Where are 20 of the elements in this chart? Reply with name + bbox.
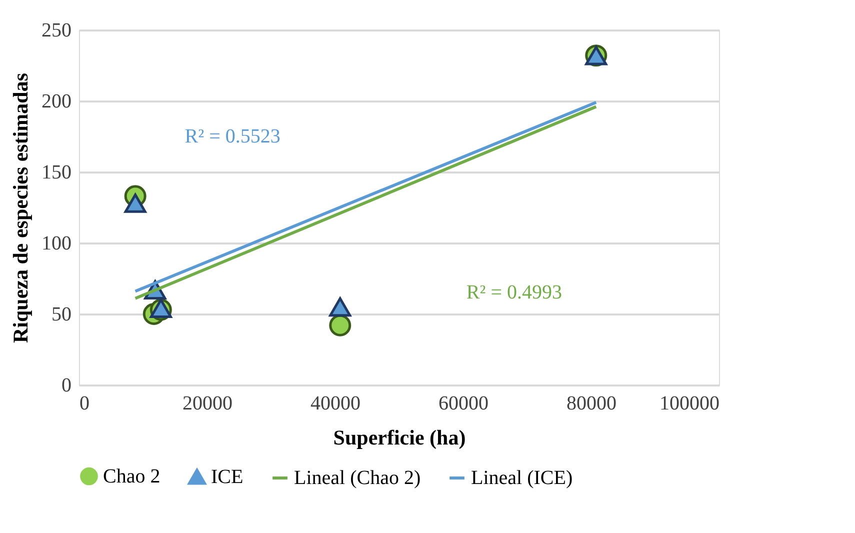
x-tick-label: 40000 [310, 392, 360, 414]
annotation: R² = 0.5523 [184, 126, 280, 148]
x-tick-label: 20000 [182, 392, 232, 414]
x-tick-label: 60000 [438, 392, 488, 414]
y-tick-label: 0 [62, 374, 72, 396]
x-tick-label: 80000 [566, 392, 616, 414]
y-axis-title: Riqueza de especies estimadas [8, 72, 32, 344]
x-axis-title: Superficie (ha) [333, 426, 466, 450]
y-tick-label: 150 [42, 162, 72, 184]
legend-label: Lineal (ICE) [471, 467, 573, 489]
annotation: R² = 0.4993 [466, 282, 562, 304]
x-tick-label: 0 [80, 392, 90, 414]
legend-label: Lineal (Chao 2) [294, 467, 421, 489]
y-tick-label: 100 [42, 232, 72, 254]
y-tick-label: 50 [52, 304, 72, 326]
y-tick-label: 200 [42, 90, 72, 112]
y-tick-label: 250 [42, 20, 72, 42]
x-tick-label: 100000 [660, 392, 720, 414]
legend-label: ICE [211, 466, 244, 488]
legend-label: Chao 2 [103, 465, 160, 488]
